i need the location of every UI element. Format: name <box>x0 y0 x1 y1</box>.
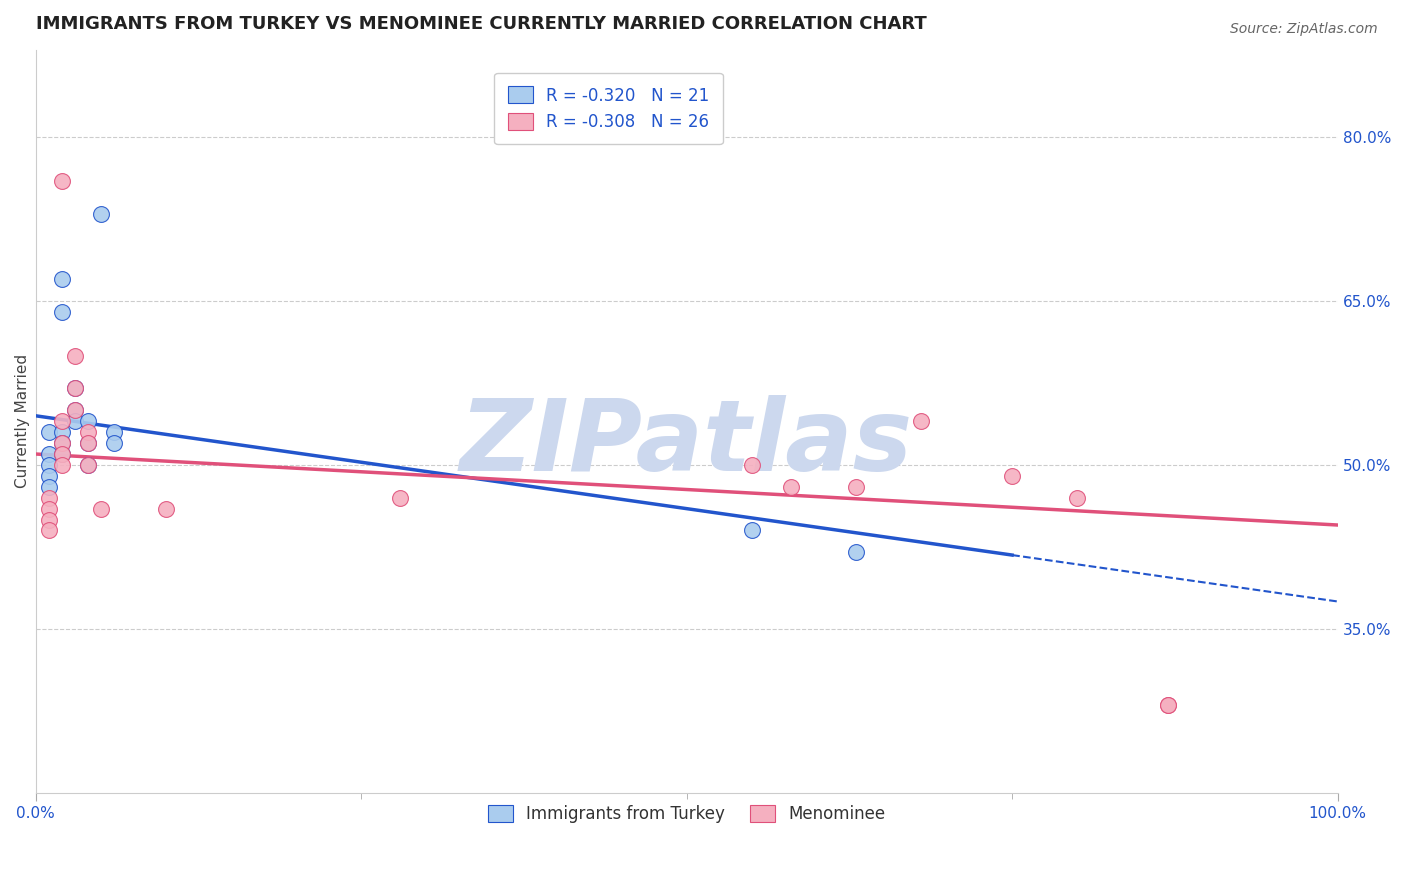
Point <box>63 414 86 428</box>
Text: Source: ZipAtlas.com: Source: ZipAtlas.com <box>1230 22 1378 37</box>
Point <box>76 436 98 450</box>
Y-axis label: Currently Married: Currently Married <box>15 354 30 488</box>
Point <box>51 447 73 461</box>
Point <box>845 545 868 559</box>
Text: ZIPatlas: ZIPatlas <box>460 395 912 492</box>
Point <box>910 414 932 428</box>
Point <box>38 491 60 505</box>
Point <box>38 512 60 526</box>
Point <box>741 524 763 538</box>
Point <box>51 436 73 450</box>
Point <box>1066 491 1088 505</box>
Point <box>38 425 60 439</box>
Point <box>1157 698 1180 713</box>
Point <box>63 403 86 417</box>
Point <box>90 207 112 221</box>
Point <box>51 414 73 428</box>
Point <box>51 174 73 188</box>
Point <box>76 425 98 439</box>
Point <box>63 403 86 417</box>
Legend: Immigrants from Turkey, Menominee: Immigrants from Turkey, Menominee <box>474 791 898 837</box>
Point <box>63 349 86 363</box>
Point <box>845 480 868 494</box>
Point <box>51 436 73 450</box>
Point <box>1001 468 1024 483</box>
Point <box>76 458 98 472</box>
Point <box>76 458 98 472</box>
Point <box>51 425 73 439</box>
Point <box>779 480 801 494</box>
Point <box>103 425 125 439</box>
Point <box>76 414 98 428</box>
Point <box>51 458 73 472</box>
Point <box>63 382 86 396</box>
Point <box>38 458 60 472</box>
Point <box>51 305 73 319</box>
Point <box>76 436 98 450</box>
Point <box>38 447 60 461</box>
Point <box>51 447 73 461</box>
Point <box>63 382 86 396</box>
Point <box>38 501 60 516</box>
Point <box>155 501 177 516</box>
Point <box>741 458 763 472</box>
Point <box>38 480 60 494</box>
Point <box>1157 698 1180 713</box>
Point <box>103 436 125 450</box>
Point <box>90 501 112 516</box>
Point <box>51 272 73 286</box>
Point <box>389 491 412 505</box>
Point <box>38 524 60 538</box>
Text: IMMIGRANTS FROM TURKEY VS MENOMINEE CURRENTLY MARRIED CORRELATION CHART: IMMIGRANTS FROM TURKEY VS MENOMINEE CURR… <box>35 15 927 33</box>
Point <box>38 468 60 483</box>
